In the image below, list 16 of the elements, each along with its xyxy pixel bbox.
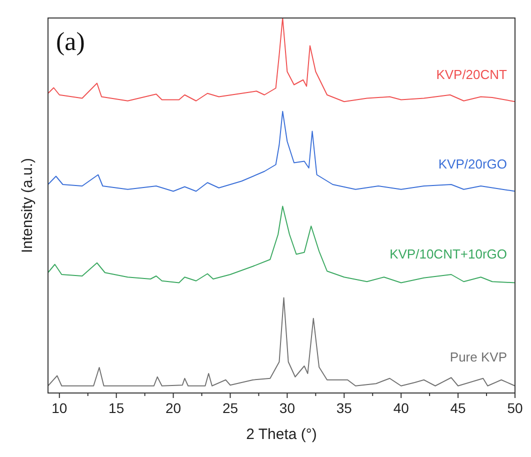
x-axis-title: 2 Theta (°) (246, 426, 317, 443)
x-tick-label: 30 (279, 400, 296, 416)
x-tick-label: 20 (166, 400, 182, 416)
series-label: KVP/10CNT+10rGO (390, 246, 507, 262)
series-label: KVP/20CNT (436, 66, 508, 82)
x-tick-label: 45 (450, 400, 466, 416)
x-tick-label: 10 (52, 400, 68, 416)
annotation: (a) (56, 27, 85, 56)
x-tick-label: 15 (108, 400, 124, 416)
series-label: KVP/20rGO (438, 156, 507, 172)
x-tick-label: 25 (222, 400, 238, 416)
y-axis-title: Intensity (a.u.) (19, 158, 36, 254)
x-tick-label: 35 (336, 400, 352, 416)
series-label: Pure KVP (450, 350, 507, 365)
x-tick-label: 50 (507, 400, 523, 416)
x-tick-label: 40 (393, 400, 410, 416)
